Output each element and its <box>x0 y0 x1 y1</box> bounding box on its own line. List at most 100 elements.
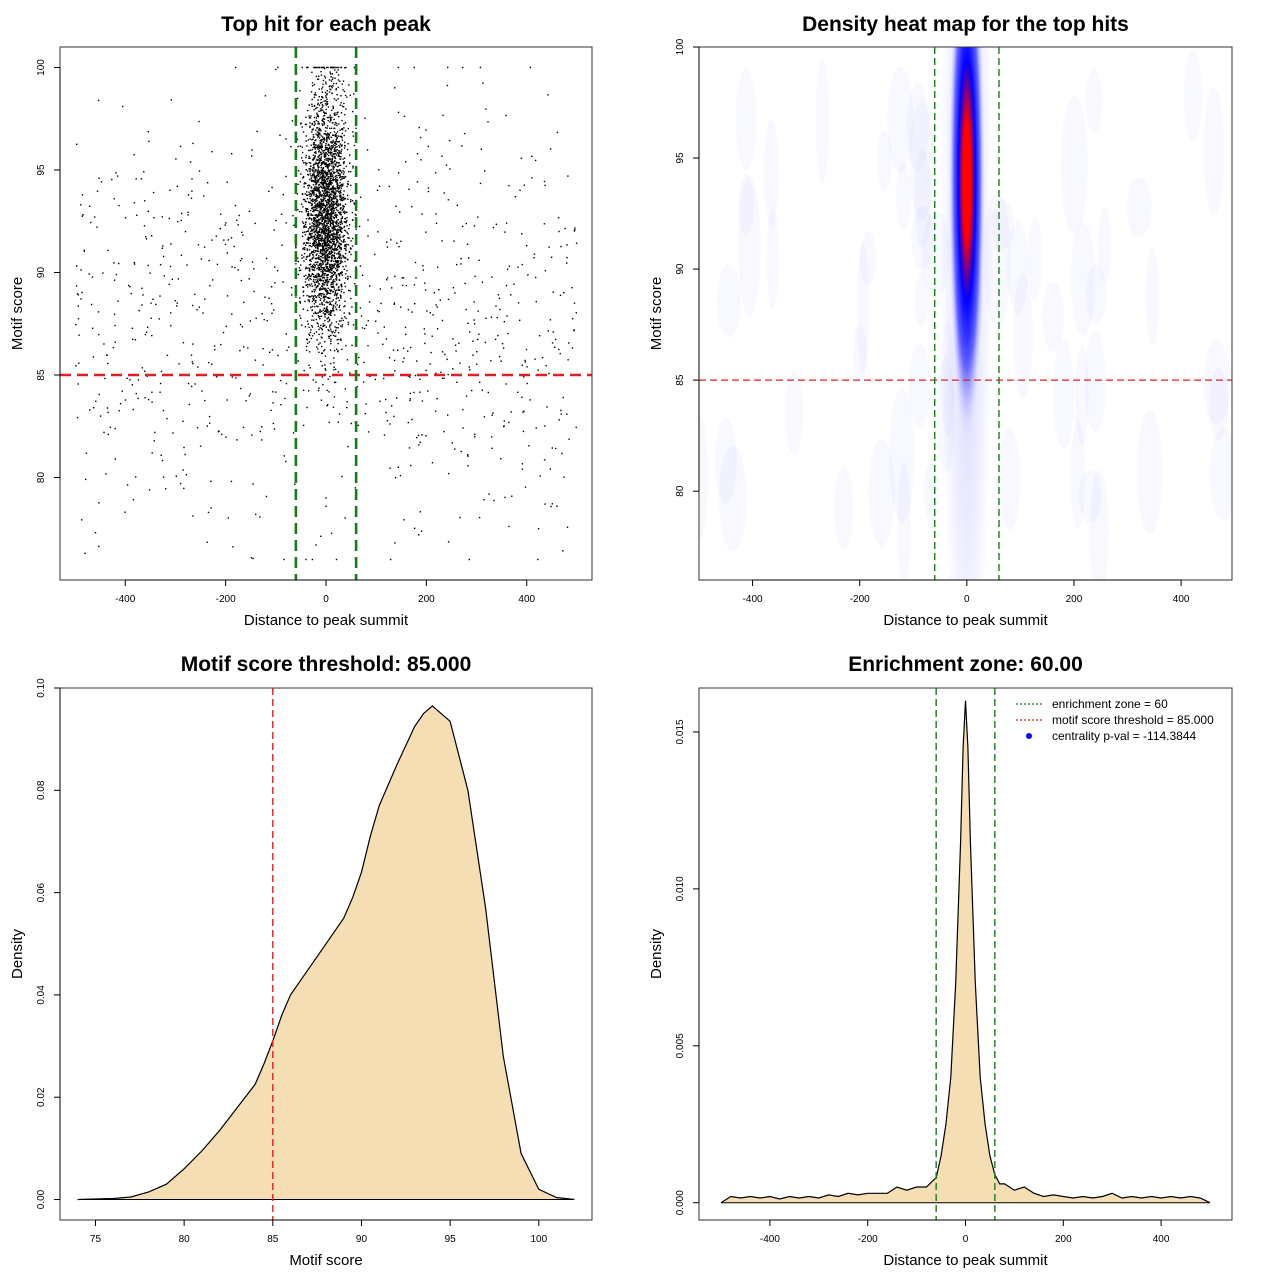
scatter-point <box>325 225 328 227</box>
scatter-point <box>337 351 339 353</box>
scatter-point <box>318 184 320 186</box>
scatter-point <box>322 79 325 82</box>
scatter-point <box>334 228 336 230</box>
scatter-point <box>332 203 335 205</box>
scatter-point <box>332 243 334 245</box>
scatter-point <box>99 415 102 417</box>
scatter-point <box>317 188 319 190</box>
scatter-point <box>327 150 329 152</box>
scatter-point <box>544 503 546 505</box>
scatter-point <box>331 275 333 277</box>
x-tick-label: -200 <box>216 594 236 605</box>
scatter-point <box>330 168 332 171</box>
scatter-point <box>327 311 329 313</box>
scatter-point <box>346 278 349 280</box>
scatter-point <box>323 182 325 184</box>
scatter-point <box>318 244 320 246</box>
scatter-point <box>535 276 537 279</box>
scatter-point <box>474 275 476 277</box>
scatter-point <box>329 289 331 291</box>
scatter-point <box>323 231 325 233</box>
scatter-point <box>340 213 342 216</box>
scatter-point <box>324 295 326 298</box>
scatter-point <box>345 317 347 319</box>
scatter-point <box>311 326 314 328</box>
scatter-point <box>322 83 324 86</box>
scatter-point <box>332 196 335 199</box>
scatter-point <box>342 206 344 208</box>
scatter-point <box>281 244 283 246</box>
scatter-point <box>325 227 327 229</box>
scatter-point <box>312 157 315 159</box>
x-axis-label: Motif score <box>289 1252 362 1269</box>
scatter-point <box>508 184 510 187</box>
scatter-point <box>306 338 308 340</box>
scatter-point <box>323 266 326 269</box>
scatter-point <box>330 197 333 199</box>
scatter-point <box>327 143 330 145</box>
scatter-point <box>335 243 337 245</box>
scatter-point <box>309 223 311 225</box>
scatter-point <box>342 207 344 210</box>
scatter-point <box>330 175 332 178</box>
scatter-point <box>327 404 329 406</box>
scatter-point <box>425 435 427 437</box>
scatter-point <box>407 375 410 377</box>
scatter-point <box>333 254 335 257</box>
scatter-point <box>318 183 321 186</box>
scatter-point <box>355 127 357 129</box>
scatter-point <box>321 91 324 93</box>
scatter-point <box>337 248 339 251</box>
scatter-point <box>191 385 193 388</box>
scatter-point <box>329 311 331 313</box>
scatter-point <box>330 276 332 278</box>
scatter-point <box>190 197 193 199</box>
scatter-point <box>325 229 328 231</box>
scatter-point <box>316 134 319 136</box>
scatter-point <box>490 436 493 438</box>
scatter-point <box>324 77 327 79</box>
scatter-point <box>339 262 342 265</box>
scatter-point <box>337 74 340 76</box>
scatter-point <box>327 229 329 231</box>
scatter-point <box>329 197 331 199</box>
scatter-point <box>334 290 337 292</box>
scatter-point <box>320 102 322 104</box>
y-tick-label: 85 <box>36 369 47 381</box>
scatter-point <box>220 213 222 215</box>
scatter-point <box>313 237 316 239</box>
scatter-point <box>447 373 449 376</box>
scatter-point <box>367 344 369 347</box>
scatter-point <box>337 237 340 239</box>
scatter-point <box>484 170 486 172</box>
scatter-point <box>341 105 344 107</box>
scatter-point <box>274 282 276 284</box>
scatter-point <box>424 282 426 284</box>
scatter-point <box>323 66 325 69</box>
scatter-point <box>345 277 347 279</box>
scatter-point <box>329 265 331 267</box>
scatter-point <box>444 353 446 356</box>
scatter-point <box>469 331 471 333</box>
scatter-point <box>506 268 509 270</box>
scatter-point <box>320 166 322 169</box>
scatter-point <box>322 185 324 187</box>
scatter-point <box>311 324 313 327</box>
scatter-point <box>427 390 429 392</box>
scatter-point <box>388 185 390 188</box>
scatter-point <box>328 152 330 154</box>
scatter-point <box>346 219 348 222</box>
scatter-point <box>307 185 309 187</box>
scatter-point <box>348 289 350 292</box>
scatter-point <box>310 226 312 228</box>
scatter-point <box>332 229 335 231</box>
scatter-point <box>309 277 311 280</box>
scatter-point <box>144 200 146 202</box>
scatter-point <box>312 226 315 228</box>
scatter-point <box>327 246 329 249</box>
scatter-point <box>317 115 319 117</box>
scatter-point <box>320 214 323 216</box>
scatter-point <box>326 255 329 258</box>
scatter-point <box>549 148 552 150</box>
scatter-point <box>321 152 323 155</box>
